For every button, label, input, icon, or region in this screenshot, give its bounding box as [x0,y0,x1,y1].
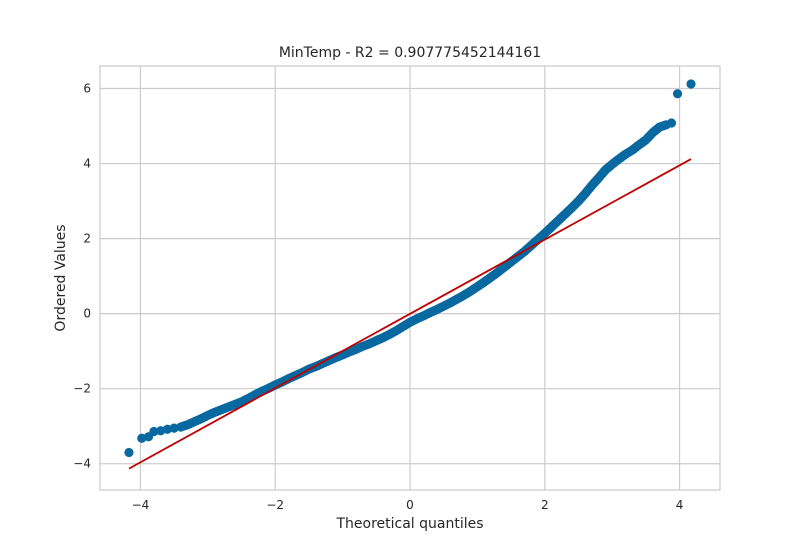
x-tick-label: 0 [406,498,414,512]
x-tick-label: −4 [132,498,150,512]
fit-line-group [128,158,692,470]
y-tick-label: 4 [83,157,91,171]
data-point [124,447,134,458]
y-axis-label: Ordered Values [53,224,69,331]
y-tick-label: 6 [83,82,91,96]
chart-title: MinTemp - R2 = 0.907775452144161 [279,45,541,61]
y-tick-label: 0 [83,307,91,321]
x-axis-label: Theoretical quantiles [335,516,483,532]
data-point [149,426,159,437]
x-tick-label: −2 [266,498,284,512]
plot-frame [99,65,721,491]
data-point [672,89,683,99]
x-tick-label: 2 [541,498,549,512]
fit-line [128,158,692,470]
x-tick-label: 4 [676,498,684,512]
tick-labels: −4 −2 0 2 4 −4 −2 0 2 4 6 [73,82,683,512]
data-point [666,118,677,128]
y-tick-label: −4 [73,457,91,471]
y-tick-label: 2 [83,232,91,246]
y-tick-label: −2 [73,382,91,396]
data-point [686,79,696,89]
